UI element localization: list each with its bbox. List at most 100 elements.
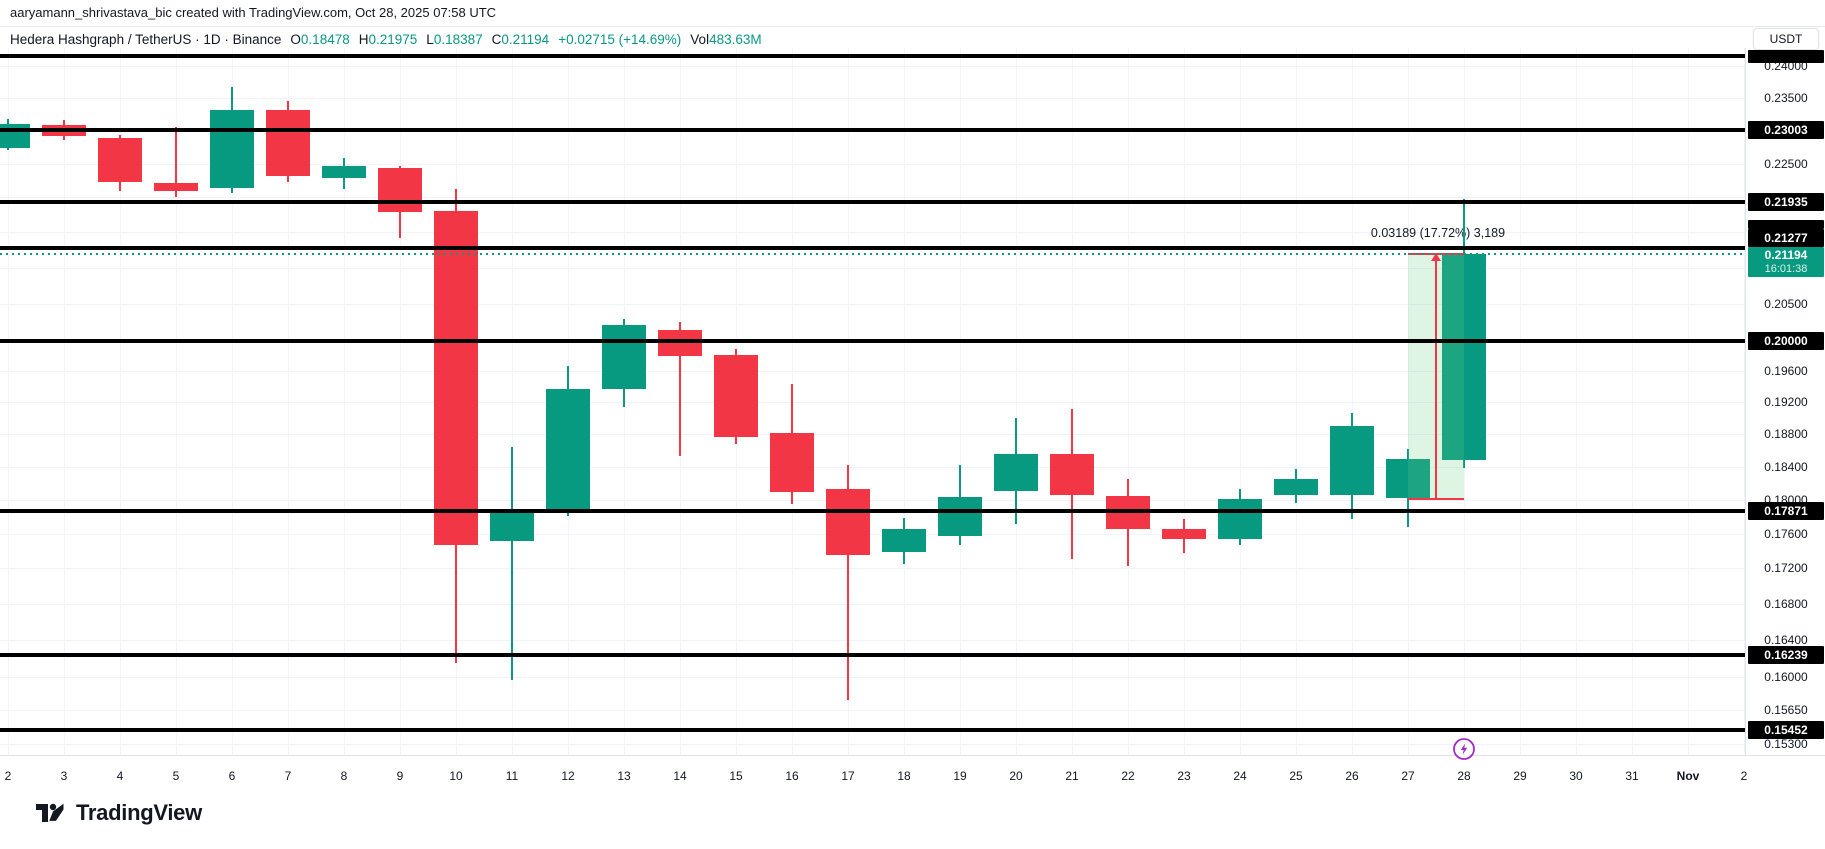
time-axis-label[interactable]: 24 bbox=[1233, 769, 1247, 783]
time-axis-label[interactable]: 6 bbox=[228, 769, 236, 783]
grid-vline bbox=[1408, 48, 1409, 755]
candle-body[interactable] bbox=[1106, 496, 1150, 530]
time-axis-label[interactable]: 16 bbox=[785, 769, 799, 783]
grid-vline bbox=[1240, 48, 1241, 755]
time-axis-label[interactable]: 23 bbox=[1177, 769, 1191, 783]
grid-vline bbox=[64, 48, 65, 755]
price-level-badge: 0.16239 bbox=[1748, 645, 1824, 664]
grid-hline bbox=[0, 744, 1745, 746]
price-level-badge-hidden bbox=[1748, 220, 1824, 229]
price-level-line[interactable] bbox=[0, 128, 1745, 133]
candle-body[interactable] bbox=[434, 211, 478, 545]
grid-hline bbox=[0, 603, 1745, 605]
time-axis-label[interactable]: 15 bbox=[729, 769, 743, 783]
grid-hline bbox=[0, 499, 1745, 501]
price-axis[interactable]: 0.23003 0.21935 0.21277 0.20000 0.17871 0.162… bbox=[1745, 48, 1825, 755]
candle-body[interactable] bbox=[770, 432, 814, 493]
time-axis-label[interactable]: Nov bbox=[1676, 769, 1700, 783]
candle-body[interactable] bbox=[1050, 453, 1094, 495]
time-axis-label[interactable]: 31 bbox=[1625, 769, 1639, 783]
candle-body[interactable] bbox=[994, 453, 1038, 492]
candle-body[interactable] bbox=[210, 109, 254, 188]
symbol-title[interactable]: Hedera Hashgraph / TetherUS · 1D · Binan… bbox=[10, 31, 282, 47]
time-axis-label[interactable]: 10 bbox=[449, 769, 463, 783]
time-axis-label[interactable]: 8 bbox=[340, 769, 348, 783]
tradingview-logo[interactable]: TradingView bbox=[36, 800, 202, 826]
event-lightning-icon[interactable] bbox=[1452, 737, 1476, 761]
grid-hline bbox=[0, 533, 1745, 535]
candle-body[interactable] bbox=[98, 137, 142, 183]
attribution-text: aaryamann_shrivastava_bic created with T… bbox=[10, 5, 497, 20]
time-axis-label[interactable]: 28 bbox=[1457, 769, 1471, 783]
time-axis-label[interactable]: 26 bbox=[1345, 769, 1359, 783]
candle-body[interactable] bbox=[938, 497, 982, 537]
candle-body[interactable] bbox=[1274, 478, 1318, 495]
candle-body[interactable] bbox=[1442, 253, 1486, 461]
candle-body[interactable] bbox=[714, 354, 758, 438]
grid-vline bbox=[400, 48, 401, 755]
grid-vline bbox=[344, 48, 345, 755]
time-axis-label[interactable]: 18 bbox=[897, 769, 911, 783]
time-axis-label[interactable]: 2 bbox=[4, 769, 12, 783]
price-level-badge: 0.23003 bbox=[1748, 121, 1824, 140]
candle-body[interactable] bbox=[826, 488, 870, 556]
price-level-line[interactable] bbox=[0, 652, 1745, 657]
price-level-badge: 0.21277 bbox=[1748, 229, 1824, 247]
price-level-line[interactable] bbox=[0, 508, 1745, 513]
volume: Vol483.63M bbox=[690, 31, 762, 47]
candle-body[interactable] bbox=[378, 168, 422, 212]
candle-body[interactable] bbox=[1386, 459, 1430, 498]
candle-body[interactable] bbox=[1330, 426, 1374, 496]
time-axis-label[interactable]: 17 bbox=[841, 769, 855, 783]
time-axis-label[interactable]: 3 bbox=[60, 769, 68, 783]
time-axis-label[interactable]: 21 bbox=[1065, 769, 1079, 783]
currency-toggle-button[interactable]: USDT bbox=[1753, 28, 1819, 50]
grid-vline bbox=[176, 48, 177, 755]
ohlc-high: H0.21975 bbox=[358, 31, 418, 47]
time-axis-label[interactable]: 30 bbox=[1569, 769, 1583, 783]
time-axis-label[interactable]: 2 bbox=[1740, 769, 1748, 783]
time-axis-label[interactable]: 13 bbox=[617, 769, 631, 783]
grid-vline bbox=[1184, 48, 1185, 755]
time-axis-label[interactable]: 11 bbox=[505, 769, 519, 783]
time-axis-label[interactable]: 20 bbox=[1009, 769, 1023, 783]
axis-price-label: 0.17200 bbox=[1764, 561, 1808, 576]
time-axis-label[interactable]: 29 bbox=[1513, 769, 1527, 783]
ohlc-close: C0.21194 bbox=[491, 31, 550, 47]
chart-plot-area[interactable]: 0.03189 (17.72%) 3,189 bbox=[0, 48, 1745, 755]
time-axis-label[interactable]: 22 bbox=[1121, 769, 1135, 783]
time-axis-label[interactable]: 25 bbox=[1289, 769, 1303, 783]
price-level-line[interactable] bbox=[0, 53, 1745, 58]
time-axis-label[interactable]: 4 bbox=[116, 769, 124, 783]
candle-body[interactable] bbox=[882, 529, 926, 553]
time-axis-label[interactable]: 5 bbox=[172, 769, 180, 783]
grid-vline bbox=[1520, 48, 1521, 755]
time-axis-label[interactable]: 27 bbox=[1401, 769, 1415, 783]
candle-body[interactable] bbox=[322, 166, 366, 179]
time-axis[interactable]: 2 3 4 5 6 7 8 9 10 11 12 13 14 15 16 17 18 19 20 21 22 23 24 25… bbox=[0, 755, 1825, 796]
price-level-line[interactable] bbox=[0, 339, 1745, 343]
candle-body[interactable] bbox=[1162, 529, 1206, 539]
candle-body[interactable] bbox=[266, 110, 310, 177]
current-price-dotted-line bbox=[0, 252, 1745, 255]
candle-body[interactable] bbox=[546, 389, 590, 510]
price-level-line[interactable] bbox=[0, 727, 1745, 732]
axis-price-label: 0.19600 bbox=[1764, 364, 1808, 379]
candle-body[interactable] bbox=[602, 324, 646, 390]
time-axis-label[interactable]: 7 bbox=[284, 769, 292, 783]
candle-body[interactable] bbox=[490, 510, 534, 542]
time-axis-label[interactable]: 14 bbox=[673, 769, 687, 783]
candle-body[interactable] bbox=[1218, 498, 1262, 539]
time-axis-label[interactable]: 19 bbox=[953, 769, 967, 783]
grid-vline bbox=[1632, 48, 1633, 755]
grid-vline bbox=[232, 48, 233, 755]
grid-vline bbox=[1688, 48, 1689, 755]
candle-body[interactable] bbox=[154, 183, 198, 192]
grid-vline bbox=[1128, 48, 1129, 755]
price-level-line[interactable] bbox=[0, 245, 1745, 250]
time-axis-label[interactable]: 9 bbox=[396, 769, 404, 783]
grid-vline bbox=[1576, 48, 1577, 755]
time-axis-label[interactable]: 12 bbox=[561, 769, 575, 783]
price-level-line[interactable] bbox=[0, 199, 1745, 204]
